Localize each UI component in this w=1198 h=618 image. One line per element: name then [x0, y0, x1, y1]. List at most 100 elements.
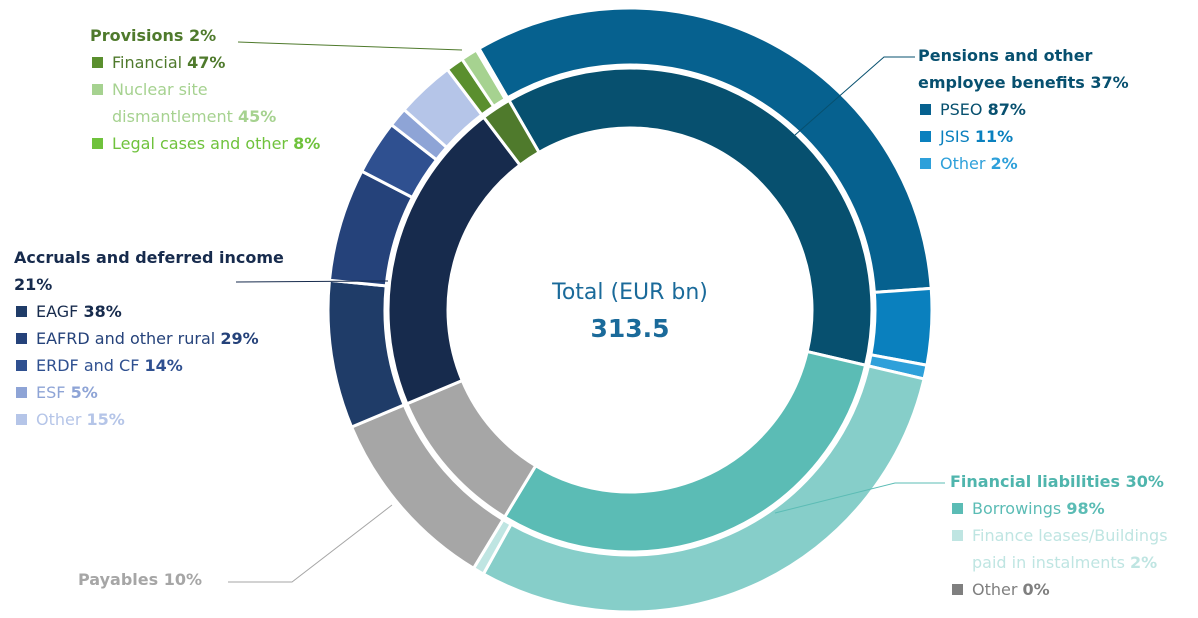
inner-segment [506, 66, 874, 368]
legend-title-name: Provisions [90, 26, 184, 45]
legend-value: 2% [990, 154, 1018, 173]
legend-title: Provisions 2% [90, 22, 360, 49]
legend-title: Pensions and other employee benefits 37% [918, 42, 1183, 96]
leader-line [794, 56, 915, 136]
legend-swatch [92, 84, 103, 95]
legend-swatch [92, 138, 103, 149]
legend-value: 87% [987, 100, 1026, 119]
legend-title-name: Financial liabilities [950, 472, 1120, 491]
legend-name: Borrowings [972, 499, 1062, 518]
legend-item: ERDF and CF 14% [14, 352, 314, 379]
legend-swatch [16, 387, 27, 398]
legend-title: Accruals and deferred income 21% [14, 244, 314, 298]
legend-title-value: 2% [189, 26, 217, 45]
legend-text: Other 2% [940, 150, 1018, 177]
legend-name: Finance leases/Buildings paid in instalm… [972, 526, 1168, 572]
legend-text: ESF 5% [36, 379, 98, 406]
legend-item: JSIS 11% [918, 123, 1183, 150]
rings [326, 6, 934, 614]
legend-value: 47% [187, 53, 226, 72]
leader-line [228, 504, 393, 583]
legend-title-value: 10% [163, 570, 203, 589]
legend-value: 2% [1130, 553, 1158, 572]
legend-text: Financial 47% [112, 49, 225, 76]
legend-value: 0% [1022, 580, 1050, 599]
legend-text: EAFRD and other rural 29% [36, 325, 259, 352]
legend-group: Financial liabilities 30% Borrowings 98% F… [950, 468, 1198, 603]
legend-value: 11% [974, 127, 1014, 146]
legend-text: Legal cases and other 8% [112, 130, 320, 157]
legend-value: 45% [237, 107, 277, 126]
legend-item: Finance leases/Buildings paid in instalm… [950, 522, 1198, 576]
legend-swatch [952, 584, 963, 595]
outer-segment [476, 6, 933, 295]
legend-item: PSEO 87% [918, 96, 1183, 123]
legend-item: EAGF 38% [14, 298, 314, 325]
legend-name: Financial [112, 53, 183, 72]
leader-lines [228, 41, 945, 583]
legend-item: EAFRD and other rural 29% [14, 325, 314, 352]
legend-title-name: Pensions and other employee benefits [918, 46, 1093, 92]
legend-group: Provisions 2% Financial 47% Nuclear site d… [90, 22, 360, 157]
legend-group: Pensions and other employee benefits 37%… [918, 42, 1183, 177]
legend-name: Other [972, 580, 1018, 599]
legend-swatch [16, 306, 27, 317]
legend-title-value: 30% [1125, 472, 1164, 491]
leader-line [235, 280, 389, 283]
legend-item: Other 2% [918, 150, 1183, 177]
legend-text: Borrowings 98% [972, 495, 1105, 522]
outer-segment [474, 46, 510, 102]
legend-group: Payables 10% [78, 566, 278, 593]
legend-value: 14% [144, 356, 183, 375]
leader-line [774, 482, 945, 514]
legend-swatch [16, 360, 27, 371]
legend-value: 5% [70, 383, 98, 402]
legend-name: JSIS [940, 127, 970, 146]
legend-text: Nuclear site dismantlement 45% [112, 76, 322, 130]
legend-text: EAGF 38% [36, 298, 122, 325]
legend-item: Nuclear site dismantlement 45% [90, 76, 360, 130]
legend-text: JSIS 11% [940, 123, 1013, 150]
legend-item: Legal cases and other 8% [90, 130, 360, 157]
legend-swatch [16, 414, 27, 425]
legend-item: Financial 47% [90, 49, 360, 76]
legend-value: 8% [293, 134, 321, 153]
legend-item: Other 0% [950, 576, 1198, 603]
legend-swatch [920, 158, 931, 169]
legend-swatch [920, 104, 931, 115]
center-label: Total (EUR bn) [552, 280, 708, 305]
legend-value: 15% [86, 410, 125, 429]
legend-title-name: Payables [78, 570, 159, 589]
legend-title-value: 37% [1090, 73, 1129, 92]
legend-name: Legal cases and other [112, 134, 288, 153]
inner-segment [481, 98, 542, 168]
legend-name: Nuclear site dismantlement [112, 80, 233, 126]
legend-name: EAFRD and other rural [36, 329, 216, 348]
leader-line [237, 41, 463, 51]
inner-segment [502, 349, 868, 554]
legend-swatch [16, 333, 27, 344]
legend-swatch [92, 57, 103, 68]
legend-name: ERDF and CF [36, 356, 140, 375]
legend-name: PSEO [940, 100, 983, 119]
legend-swatch [952, 530, 963, 541]
outer-segment [869, 286, 934, 367]
legend-text: ERDF and CF 14% [36, 352, 183, 379]
legend-value: 38% [83, 302, 122, 321]
legend-text: PSEO 87% [940, 96, 1026, 123]
legend-value: 98% [1066, 499, 1105, 518]
legend-item: ESF 5% [14, 379, 314, 406]
legend-swatch [920, 131, 931, 142]
legend-title: Financial liabilities 30% [950, 468, 1198, 495]
legend-group: Accruals and deferred income 21% EAGF 38%… [14, 244, 314, 433]
legend-text: Other 0% [972, 576, 1050, 603]
legend-name: Other [36, 410, 82, 429]
legend-title-value: 21% [14, 275, 53, 294]
legend-title-name: Accruals and deferred income [14, 248, 284, 267]
legend-item: Borrowings 98% [950, 495, 1198, 522]
legend-name: ESF [36, 383, 66, 402]
legend-text: Finance leases/Buildings paid in instalm… [972, 522, 1198, 576]
legend-item: Other 15% [14, 406, 314, 433]
